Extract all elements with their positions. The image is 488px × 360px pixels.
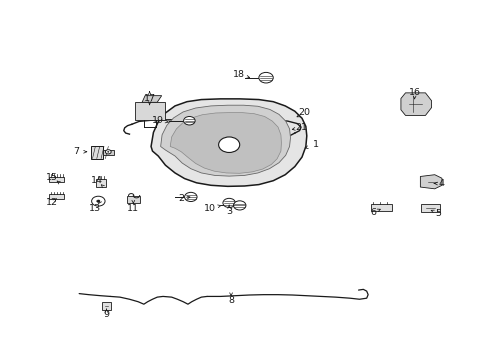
Bar <box>127 195 140 203</box>
Polygon shape <box>420 175 441 189</box>
Circle shape <box>183 117 195 125</box>
Circle shape <box>184 192 197 202</box>
Text: 5: 5 <box>435 209 441 218</box>
Polygon shape <box>151 99 306 186</box>
Circle shape <box>105 150 111 154</box>
Text: 17: 17 <box>143 94 155 103</box>
Text: 11: 11 <box>127 204 139 213</box>
Text: 3: 3 <box>225 207 232 216</box>
Bar <box>420 204 439 212</box>
Text: 1: 1 <box>313 140 319 149</box>
Bar <box>103 150 113 155</box>
Text: 20: 20 <box>298 108 310 117</box>
Bar <box>49 177 64 182</box>
Polygon shape <box>170 113 281 173</box>
Text: 19: 19 <box>152 116 164 125</box>
Circle shape <box>233 201 245 210</box>
Bar <box>90 146 103 159</box>
Text: 4: 4 <box>438 179 444 188</box>
Circle shape <box>218 137 239 153</box>
Text: 8: 8 <box>227 296 234 305</box>
Circle shape <box>107 151 109 152</box>
Bar <box>96 179 105 187</box>
Bar <box>49 194 64 199</box>
Text: 12: 12 <box>46 198 58 207</box>
Bar <box>370 204 391 211</box>
Circle shape <box>97 200 100 202</box>
Text: 9: 9 <box>103 310 109 319</box>
Text: 16: 16 <box>408 88 420 97</box>
Text: 6: 6 <box>369 208 375 217</box>
Text: 10: 10 <box>203 204 216 213</box>
Text: 18: 18 <box>232 70 244 79</box>
Polygon shape <box>160 105 290 176</box>
Text: 15: 15 <box>46 173 58 182</box>
Text: 7: 7 <box>73 147 79 156</box>
Circle shape <box>258 72 273 83</box>
Bar <box>102 302 111 310</box>
Bar <box>134 102 164 120</box>
Polygon shape <box>142 96 162 102</box>
Polygon shape <box>400 93 431 116</box>
Circle shape <box>223 198 235 207</box>
Text: 14: 14 <box>91 176 102 185</box>
Circle shape <box>91 196 105 206</box>
Text: 21: 21 <box>294 123 306 132</box>
Text: 2: 2 <box>178 194 184 203</box>
Text: 13: 13 <box>89 204 101 213</box>
